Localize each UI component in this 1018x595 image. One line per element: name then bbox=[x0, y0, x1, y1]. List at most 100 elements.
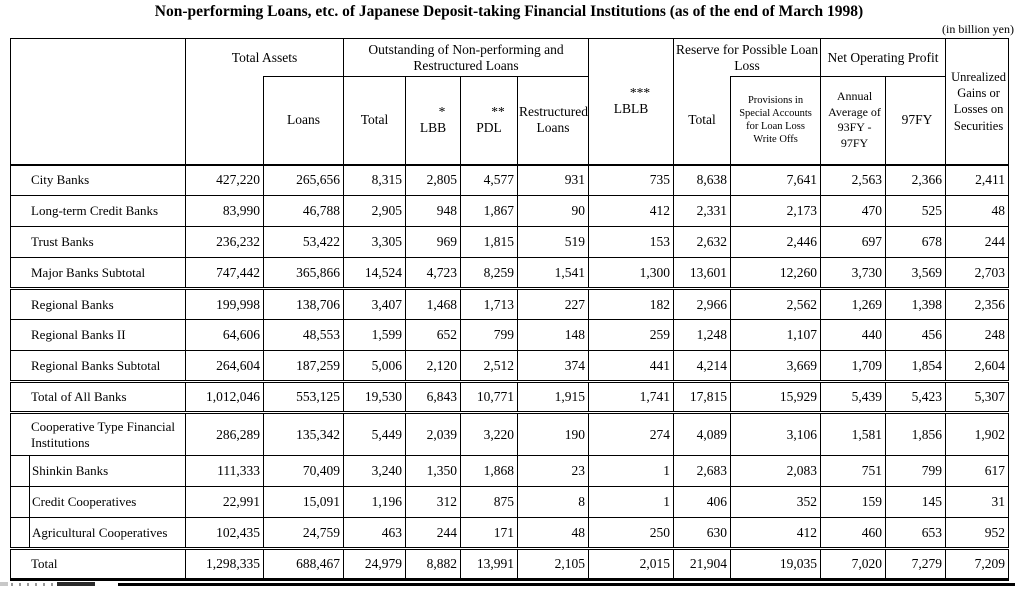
data-cell: 7,020 bbox=[820, 547, 887, 580]
data-cell: 440 bbox=[820, 319, 887, 351]
header-nop-label: Net Operating Profit bbox=[827, 49, 939, 65]
header-npl-total: Total bbox=[343, 76, 406, 166]
data-cell: 5,439 bbox=[820, 380, 887, 413]
data-cell: 250 bbox=[588, 517, 675, 549]
data-cell: 5,423 bbox=[885, 380, 947, 413]
lbb-asterisk: * bbox=[438, 104, 446, 120]
header-provisions-line3: for Loan Loss bbox=[746, 121, 805, 133]
lblb-label: LBLB bbox=[613, 101, 649, 117]
header-unrealized-line1: Unrealized bbox=[951, 69, 1006, 84]
data-cell: 153 bbox=[588, 226, 675, 258]
data-cell: 2,366 bbox=[885, 163, 947, 196]
data-cell: 3,407 bbox=[343, 287, 406, 320]
data-cell: 8,882 bbox=[405, 547, 461, 580]
table-row: Cooperative Type Financial Institutions 2… bbox=[10, 411, 1010, 456]
data-cell: 23 bbox=[516, 455, 590, 487]
header-restructured: Restructured Loans bbox=[516, 76, 590, 166]
data-cell: 1,599 bbox=[343, 319, 406, 351]
table-row: Major Banks Subtotal 747,442 365,866 14,524… bbox=[10, 257, 1010, 289]
data-cell: 2,446 bbox=[730, 226, 822, 258]
data-cell: 2,105 bbox=[516, 547, 590, 580]
header-unrealized-line4: Securities bbox=[953, 118, 1004, 133]
data-cell: 135,342 bbox=[263, 411, 344, 456]
data-cell: 22,991 bbox=[185, 486, 264, 518]
cutoff-dark-fragment bbox=[57, 582, 95, 586]
table-row: Agricultural Cooperatives 102,435 24,759 46… bbox=[10, 517, 1010, 549]
data-cell: 7,641 bbox=[730, 163, 822, 196]
header-loans: Loans bbox=[263, 76, 344, 166]
data-cell: 3,106 bbox=[730, 411, 822, 456]
data-cell: 83,990 bbox=[185, 195, 264, 227]
data-cell: 519 bbox=[516, 226, 590, 258]
data-cell: 652 bbox=[405, 319, 461, 351]
data-cell: 7,209 bbox=[945, 547, 1010, 580]
bottom-cutoff-strip bbox=[0, 581, 1018, 586]
data-cell: 799 bbox=[885, 455, 947, 487]
header-provisions-line2: Special Accounts bbox=[739, 108, 812, 120]
data-cell: 265,656 bbox=[263, 163, 344, 196]
data-cell: 3,240 bbox=[343, 455, 406, 487]
header-restructured-line1: Restructured bbox=[519, 104, 588, 120]
table-row: Credit Cooperatives 22,991 15,091 1,196 312 8… bbox=[10, 486, 1010, 518]
data-cell: 1,541 bbox=[516, 257, 590, 289]
pdl-label: PDL bbox=[476, 120, 502, 136]
data-cell: 2,356 bbox=[945, 287, 1010, 320]
data-cell: 427,220 bbox=[185, 163, 264, 196]
data-cell: 24,979 bbox=[343, 547, 406, 580]
row-label: Major Banks Subtotal bbox=[10, 257, 186, 289]
table-header: Total Assets Outstanding of Non-performi… bbox=[10, 38, 1010, 166]
data-cell: 244 bbox=[945, 226, 1010, 258]
data-cell: 8,259 bbox=[460, 257, 518, 289]
data-cell: 1,107 bbox=[730, 319, 822, 351]
data-cell: 2,703 bbox=[945, 257, 1010, 289]
header-provisions-line1: Provisions in bbox=[747, 95, 804, 106]
data-cell: 190 bbox=[516, 411, 590, 456]
data-cell: 456 bbox=[885, 319, 947, 351]
data-cell: 14,524 bbox=[343, 257, 406, 289]
data-cell: 15,929 bbox=[730, 380, 822, 413]
data-cell: 1,581 bbox=[820, 411, 887, 456]
data-cell: 412 bbox=[588, 195, 675, 227]
data-cell: 2,562 bbox=[730, 287, 822, 320]
row-label: Total bbox=[10, 547, 186, 580]
row-label: Long-term Credit Banks bbox=[10, 195, 186, 227]
data-cell: 2,039 bbox=[405, 411, 461, 456]
table-row: Regional Banks 199,998 138,706 3,407 1,468 1,… bbox=[10, 287, 1010, 320]
data-cell: 2,966 bbox=[673, 287, 732, 320]
data-cell: 365,866 bbox=[263, 257, 344, 289]
data-cell: 412 bbox=[730, 517, 822, 549]
data-cell: 53,422 bbox=[263, 226, 344, 258]
data-cell: 1,248 bbox=[673, 319, 732, 351]
data-cell: 102,435 bbox=[185, 517, 264, 549]
header-total-assets-blank bbox=[185, 76, 264, 166]
data-cell: 70,409 bbox=[263, 455, 344, 487]
data-cell: 21,904 bbox=[673, 547, 732, 580]
unit-note: (in billion yen) bbox=[942, 22, 1014, 36]
data-cell: 1,902 bbox=[945, 411, 1010, 456]
header-outstanding-line2: Restructured Loans bbox=[413, 57, 519, 73]
header-net-operating-profit: Net Operating Profit bbox=[820, 38, 947, 77]
data-cell: 374 bbox=[516, 350, 590, 382]
data-cell: 352 bbox=[730, 486, 822, 518]
data-cell: 227 bbox=[516, 287, 590, 320]
table-row: Trust Banks 236,232 53,422 3,305 969 1,815 519… bbox=[10, 226, 1010, 258]
data-cell: 875 bbox=[460, 486, 518, 518]
data-cell: 463 bbox=[343, 517, 406, 549]
data-cell: 1,298,335 bbox=[185, 547, 264, 580]
cutoff-tick-fragments bbox=[11, 583, 57, 586]
data-cell: 7,279 bbox=[885, 547, 947, 580]
table-row: Total of All Banks 1,012,046 553,125 19,530… bbox=[10, 380, 1010, 413]
data-cell: 171 bbox=[460, 517, 518, 549]
data-cell: 1,815 bbox=[460, 226, 518, 258]
header-outstanding: Outstanding of Non-performing and Restru… bbox=[342, 38, 590, 77]
data-cell: 1,856 bbox=[885, 411, 947, 456]
data-cell: 2,563 bbox=[820, 163, 887, 196]
data-cell: 799 bbox=[460, 319, 518, 351]
data-cell: 24,759 bbox=[263, 517, 344, 549]
data-cell: 697 bbox=[820, 226, 887, 258]
data-cell: 19,530 bbox=[343, 380, 406, 413]
header-annual-average: Annual Average of 93FY - 97FY bbox=[820, 76, 887, 166]
data-cell: 688,467 bbox=[263, 547, 344, 580]
data-cell: 5,307 bbox=[945, 380, 1010, 413]
header-unrealized: Unrealized Gains or Losses on Securities bbox=[945, 38, 1010, 166]
